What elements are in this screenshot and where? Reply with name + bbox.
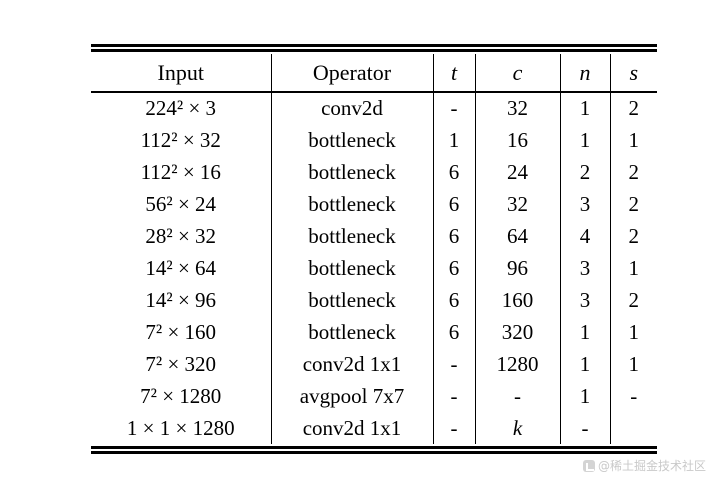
table-cell: 1 [559, 124, 610, 156]
table-cell: - [559, 412, 610, 444]
table-cell: 1 [559, 316, 610, 348]
table-cell: 3 [559, 188, 610, 220]
col-header-c: c [474, 54, 560, 93]
table-cell: conv2d 1x1 [270, 412, 433, 444]
table-cell: 1 [609, 316, 657, 348]
table-cell: 14² × 64 [145, 255, 217, 280]
table-cell: bottleneck [270, 220, 433, 252]
table-cell: 2 [609, 92, 657, 124]
table-cell: bottleneck [270, 156, 433, 188]
table-cell: 224² × 3 [145, 96, 217, 120]
col-header-input: Input [91, 54, 271, 93]
col-header-n: n [559, 54, 610, 93]
table-row: 112² × 16 bottleneck 6 24 2 2 [91, 156, 657, 188]
table-cell: 56² × 24 [145, 191, 217, 216]
table-row: 28² × 32 bottleneck 6 64 4 2 [91, 220, 657, 252]
table-cell: bottleneck [270, 316, 433, 348]
table-row: 14² × 64 bottleneck 6 96 3 1 [91, 252, 657, 284]
table-cell: 4 [559, 220, 610, 252]
table-cell: - [432, 412, 475, 444]
table-row: 14² × 96 bottleneck 6 160 3 2 [91, 284, 657, 316]
col-header-operator: Operator [270, 54, 433, 93]
table-cell: - [432, 380, 475, 412]
table-cell: 320 [474, 316, 560, 348]
table-cell: 7² × 1280 [140, 383, 222, 408]
table-cell: 6 [432, 220, 475, 252]
table-cell: 1 [609, 124, 657, 156]
table-cell: 64 [474, 220, 560, 252]
col-header-t: t [432, 54, 475, 93]
table-cell: conv2d 1x1 [270, 348, 433, 380]
top-rule-outer [91, 44, 657, 47]
table-cell: bottleneck [270, 284, 433, 316]
header-row: Input Operator t c n s [91, 54, 657, 93]
table-cell: 6 [432, 316, 475, 348]
table-cell [609, 412, 657, 444]
table-cell: 160 [474, 284, 560, 316]
bottom-rule-outer [91, 451, 657, 454]
table-cell: 112² × 32 [140, 127, 221, 152]
table-cell: 1 [559, 92, 610, 124]
col-header-s: s [609, 54, 657, 93]
table-cell: 1 × 1 × 1280 [126, 415, 235, 440]
table-row: 1 × 1 × 1280 conv2d 1x1- k - [91, 412, 657, 444]
table-cell: 2 [609, 284, 657, 316]
juejin-logo-icon [582, 459, 595, 472]
table-cell: 1 [559, 348, 610, 380]
table-row: 56² × 24 bottleneck 6 32 3 2 [91, 188, 657, 220]
table-cell: - [609, 380, 657, 412]
table-cell: 96 [474, 252, 560, 284]
network-spec-table: Input Operator t c n s 224² × 3 conv2d -32… [91, 54, 657, 444]
table-cell: 1 [432, 124, 475, 156]
table-cell: 6 [432, 188, 475, 220]
table-cell: 32 [474, 92, 560, 124]
table-row: 7² × 160 bottleneck 6 320 1 1 [91, 316, 657, 348]
table-cell: 16 [474, 124, 560, 156]
table-cell: avgpool 7x7 [270, 380, 433, 412]
table-cell: k [474, 412, 560, 444]
table-cell: 28² × 32 [145, 223, 217, 248]
table-cell: 2 [609, 188, 657, 220]
table-cell: 2 [609, 220, 657, 252]
table-cell: bottleneck [270, 124, 433, 156]
table-cell: 14² × 96 [145, 287, 217, 312]
table-cell: 6 [432, 156, 475, 188]
table-cell: 24 [474, 156, 560, 188]
table-cell: 1280 [474, 348, 560, 380]
table-cell: 1 [559, 380, 610, 412]
table-row: 112² × 32 bottleneck 1 16 1 1 [91, 124, 657, 156]
table-cell: 1 [609, 348, 657, 380]
table-cell: 7² × 160 [145, 319, 217, 344]
table-row: 7² × 320 conv2d 1x1-1280 1 1 [91, 348, 657, 380]
table-cell: 2 [559, 156, 610, 188]
table-cell: 112² × 16 [140, 159, 221, 184]
juejin-watermark: @稀土掘金技术社区 [582, 457, 706, 474]
table-cell: - [432, 92, 475, 124]
table-cell: 2 [609, 156, 657, 188]
table-cell: 3 [559, 284, 610, 316]
table-cell: 3 [559, 252, 610, 284]
table-cell: bottleneck [270, 188, 433, 220]
table-cell: 7² × 320 [145, 351, 217, 376]
watermark-text: @稀土掘金技术社区 [597, 459, 706, 473]
table-row: 7² × 1280 avgpool 7x7- -1- [91, 380, 657, 412]
table-cell: 1 [609, 252, 657, 284]
table-cell: - [432, 348, 475, 380]
table-cell: conv2d [270, 92, 433, 124]
table-cell: 6 [432, 284, 475, 316]
top-rule-inner [91, 49, 657, 52]
architecture-table: Input Operator t c n s 224² × 3 conv2d -32… [91, 44, 657, 454]
table-cell: bottleneck [270, 252, 433, 284]
table-cell: 32 [474, 188, 560, 220]
table-cell: - [474, 380, 560, 412]
bottom-rule-inner [91, 446, 657, 449]
table-row: 224² × 3 conv2d -32 1 2 [91, 92, 657, 124]
table-cell: 6 [432, 252, 475, 284]
